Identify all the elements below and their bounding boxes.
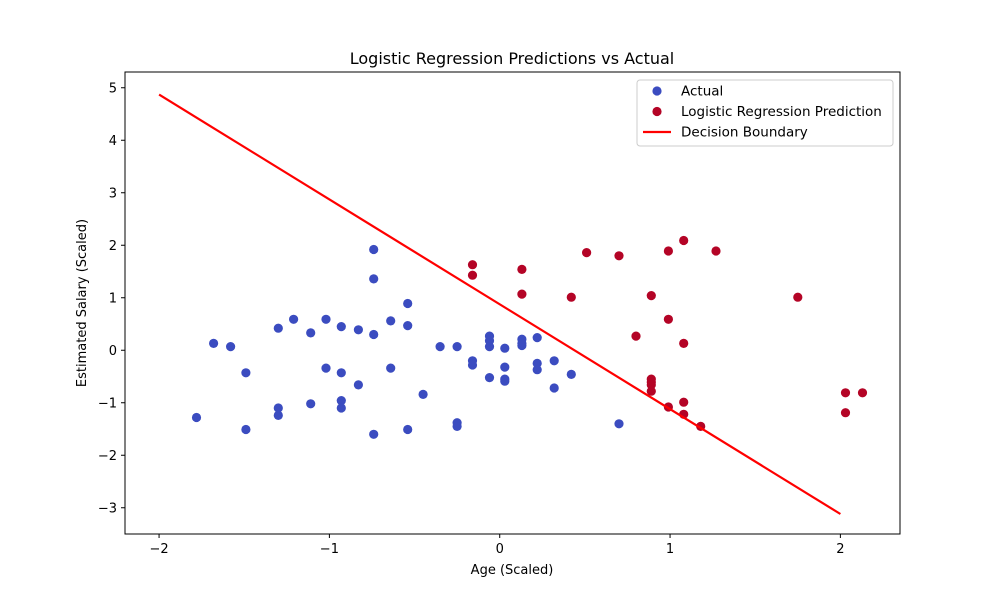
actual-point — [273, 403, 283, 413]
prediction-point — [614, 251, 624, 261]
legend-label: Decision Boundary — [681, 125, 808, 141]
prediction-point — [517, 264, 527, 274]
actual-point — [336, 396, 346, 406]
actual-point — [273, 323, 283, 333]
prediction-point — [517, 289, 527, 299]
prediction-point — [840, 408, 851, 418]
legend: Actual Logistic Regression Prediction Deci… — [636, 79, 894, 147]
actual-point — [403, 321, 413, 331]
actual-point — [549, 356, 559, 366]
actual-point — [306, 328, 316, 338]
prediction-point — [467, 270, 478, 280]
x-tick-label: −1 — [320, 542, 339, 557]
legend-box — [636, 79, 894, 147]
actual-point — [532, 333, 542, 343]
actual-point — [369, 329, 379, 340]
actual-point — [566, 369, 576, 379]
actual-point — [403, 298, 413, 309]
actual-point — [353, 380, 363, 390]
prediction-point — [646, 386, 656, 396]
actual-point — [467, 360, 478, 370]
actual-point — [306, 399, 316, 409]
actual-point — [353, 325, 363, 335]
decision-boundary-line — [158, 93, 841, 515]
y-tick-label: −2 — [98, 449, 117, 464]
legend-dot-marker — [652, 86, 662, 96]
y-axis-label: Estimated Salary (Scaled) — [75, 219, 90, 387]
prediction-point — [840, 388, 851, 398]
actual-point — [614, 419, 624, 429]
prediction-point — [646, 380, 656, 390]
x-tick-label: 1 — [666, 542, 674, 557]
prediction-point — [663, 246, 674, 256]
prediction-point — [566, 292, 576, 302]
prediction-point — [679, 397, 689, 407]
actual-point — [369, 244, 379, 255]
actual-point — [418, 389, 428, 399]
prediction-point — [663, 314, 674, 324]
chart-title: Logistic Regression Predictions vs Actua… — [350, 49, 674, 68]
actual-point — [336, 368, 346, 378]
y-tick-label: 4 — [109, 134, 117, 149]
y-tick-label: 3 — [109, 186, 117, 201]
actual-point — [435, 342, 445, 352]
actual-point — [452, 342, 462, 352]
prediction-point — [467, 260, 478, 270]
actual-point — [336, 322, 346, 332]
y-tick-label: 1 — [109, 291, 117, 306]
actual-point — [549, 383, 559, 393]
y-tick-label: −1 — [98, 396, 117, 411]
actual-point — [241, 368, 251, 378]
actual-point — [273, 410, 283, 420]
x-tick-label: 0 — [496, 542, 504, 557]
actual-point — [191, 412, 202, 423]
actual-point — [369, 274, 379, 284]
actual-point — [532, 365, 542, 375]
actual-point — [209, 338, 219, 348]
actual-point — [500, 362, 510, 372]
actual-point — [517, 340, 527, 351]
prediction-point — [793, 292, 803, 302]
actual-point — [386, 363, 396, 373]
actual-point — [226, 342, 236, 352]
actual-point — [321, 363, 331, 373]
x-tick-label: 2 — [836, 542, 844, 557]
plot-frame — [124, 71, 901, 535]
actual-point — [321, 314, 331, 324]
y-tick-label: −3 — [98, 501, 117, 516]
actual-point — [336, 403, 346, 413]
actual-point — [403, 424, 413, 435]
actual-point — [532, 358, 542, 368]
legend-label: Actual — [681, 84, 723, 100]
actual-point — [484, 342, 495, 352]
y-tick-label: 0 — [109, 344, 117, 359]
legend-label: Logistic Regression Prediction — [681, 104, 882, 120]
prediction-point — [711, 246, 721, 256]
y-tick-label: 5 — [109, 81, 117, 96]
actual-point — [289, 314, 299, 324]
x-axis-label: Age (Scaled) — [471, 563, 554, 578]
actual-point — [386, 316, 396, 326]
prediction-point — [582, 248, 592, 258]
actual-point — [484, 373, 495, 383]
plot-area: −2 −1 0 1 2 −3 −2 −1 0 1 2 3 4 5 — [98, 71, 901, 557]
actual-point — [500, 343, 510, 353]
actual-point — [452, 421, 462, 431]
prediction-point — [646, 291, 656, 301]
actual-point — [241, 424, 251, 435]
prediction-point — [857, 388, 868, 398]
prediction-point — [679, 235, 689, 246]
legend-dot-marker — [652, 106, 662, 117]
x-tick-label: −2 — [149, 542, 168, 557]
prediction-point — [631, 331, 641, 341]
actual-point — [369, 429, 379, 439]
prediction-point — [679, 338, 689, 348]
actual-point — [500, 376, 510, 386]
y-tick-label: 2 — [109, 239, 117, 254]
